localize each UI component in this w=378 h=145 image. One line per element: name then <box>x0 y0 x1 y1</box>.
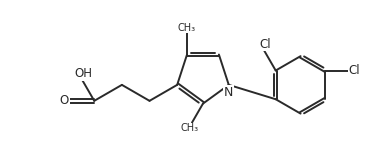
Text: Cl: Cl <box>259 38 271 51</box>
Text: O: O <box>60 94 69 107</box>
Text: Cl: Cl <box>349 64 360 77</box>
Text: OH: OH <box>74 67 92 80</box>
Text: CH₃: CH₃ <box>178 23 196 33</box>
Text: N: N <box>224 86 234 99</box>
Text: CH₃: CH₃ <box>181 123 199 133</box>
